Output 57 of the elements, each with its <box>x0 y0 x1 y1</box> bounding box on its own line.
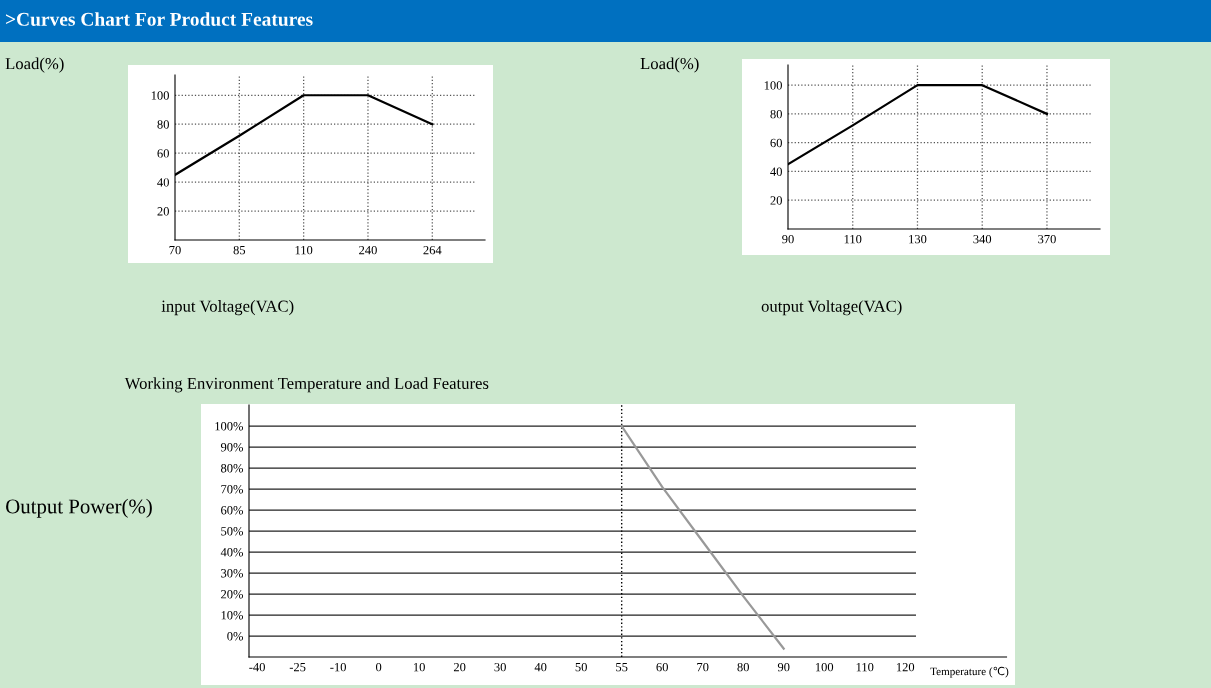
y-tick-label: 40 <box>770 167 782 176</box>
line-series <box>620 424 785 650</box>
y-tick-label: 30% <box>221 569 244 578</box>
y-tick-label: 60 <box>770 138 782 148</box>
x-axis-title: Temperature (℃) <box>930 666 1009 678</box>
y-tick-label: 60 <box>157 149 169 158</box>
x-tick-label: 90 <box>777 662 790 672</box>
x-tick-label: 110 <box>844 234 862 244</box>
x-tick-label: 60 <box>656 662 668 672</box>
x-tick-label: 0 <box>375 662 382 672</box>
y-tick-label: 100 <box>764 81 782 90</box>
y-tick-label: 50% <box>221 527 244 536</box>
y-tick-label: 100 <box>151 91 169 100</box>
y-tick-label: 80 <box>157 120 169 129</box>
y-tick-label: 20 <box>770 196 782 205</box>
x-tick-label: 120 <box>896 662 915 672</box>
y-tick-label: 20% <box>221 590 244 599</box>
x-tick-label: 30 <box>494 662 506 672</box>
x-tick-label: 80 <box>737 662 749 672</box>
x-tick-label: 20 <box>453 662 466 672</box>
x-tick-label: 130 <box>909 234 927 244</box>
y-tick-label: 90% <box>220 443 244 452</box>
x-tick-label: -10 <box>330 662 346 672</box>
x-tick-label: 10 <box>413 662 425 672</box>
y-tick-label: 80% <box>221 464 244 473</box>
x-tick-label: 40 <box>534 662 547 672</box>
y-tick-label: 10% <box>221 611 244 620</box>
y-tick-label: 0% <box>227 632 244 641</box>
x-tick-label: 55 <box>616 663 628 672</box>
x-axis-title: input Voltage(VAC) <box>161 300 294 316</box>
x-tick-label: 90 <box>782 234 794 244</box>
y-axis-title: Load(%) <box>640 57 699 73</box>
chart-title: Working Environment Temperature and Load Features <box>124 377 489 393</box>
y-axis-title: Load(%) <box>5 57 64 73</box>
y-tick-label: 40 <box>157 178 169 187</box>
text: >Curves Chart For Product Features <box>5 12 313 26</box>
x-tick-label: 110 <box>295 245 313 255</box>
y-tick-label: 100% <box>215 422 244 431</box>
y-tick-label: 80 <box>770 109 782 119</box>
x-tick-label: 340 <box>973 234 992 244</box>
x-tick-label: -25 <box>289 662 306 672</box>
x-tick-label: 70 <box>697 662 709 672</box>
y-tick-label: 60% <box>221 506 244 515</box>
x-tick-label: 70 <box>169 245 181 255</box>
y-tick-label: 70% <box>221 485 244 494</box>
x-tick-label: 85 <box>233 245 246 255</box>
y-axis-title: Output Power(%) <box>6 498 152 518</box>
x-tick-label: 370 <box>1038 234 1056 244</box>
y-tick-label: 20 <box>157 207 169 216</box>
y-tick-label: 40% <box>220 548 244 557</box>
x-tick-label: -40 <box>249 662 265 672</box>
x-tick-label: 110 <box>856 662 874 672</box>
x-tick-label: 264 <box>423 245 442 255</box>
x-tick-label: 50 <box>575 662 587 672</box>
x-axis-title: output Voltage(VAC) <box>761 300 902 316</box>
x-tick-label: 240 <box>359 245 377 255</box>
x-tick-label: 100 <box>815 662 834 672</box>
